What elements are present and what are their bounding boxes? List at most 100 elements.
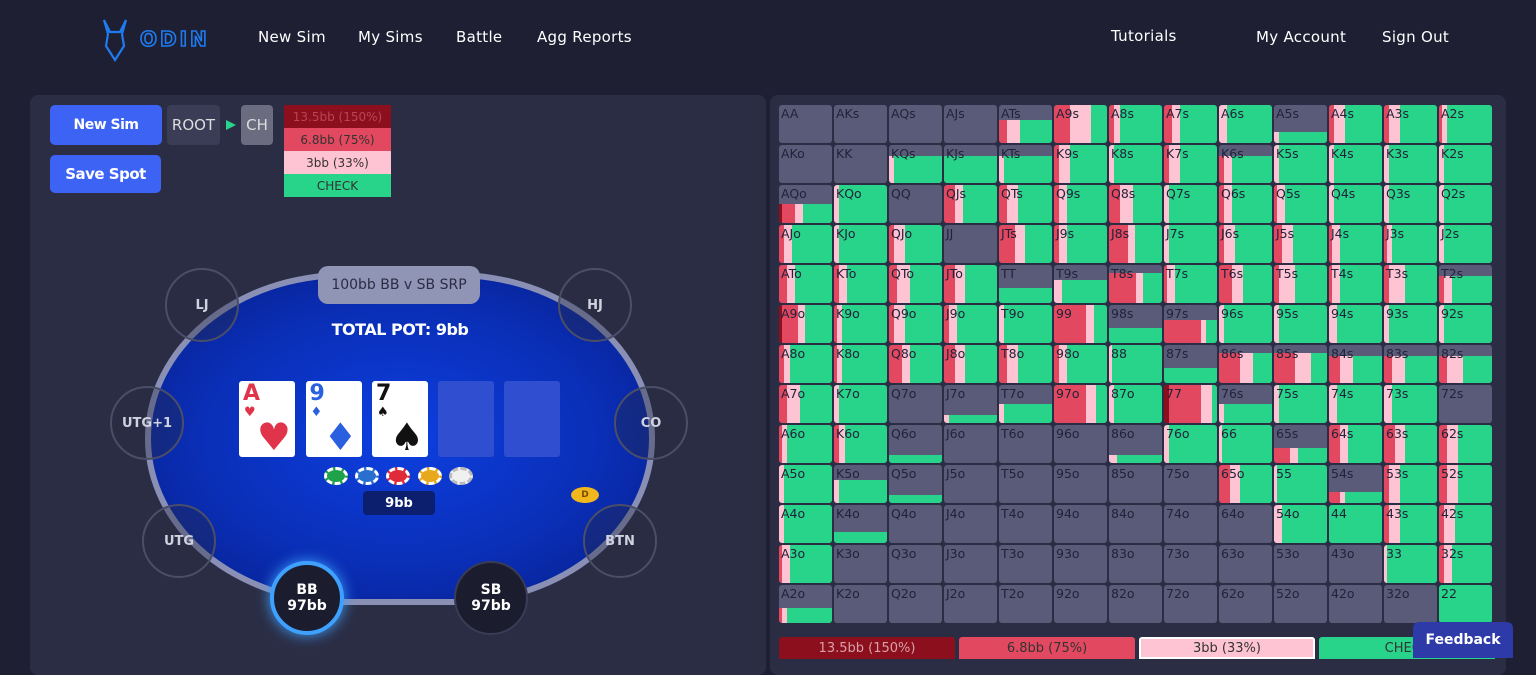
hand-cell[interactable]: 72o	[1164, 585, 1217, 623]
hand-cell[interactable]: 52o	[1274, 585, 1327, 623]
hand-cell[interactable]: 74s	[1329, 385, 1382, 423]
hand-cell[interactable]: A9o	[779, 305, 832, 343]
hand-cell[interactable]: J8o	[944, 345, 997, 383]
hand-cell[interactable]: 99	[1054, 305, 1107, 343]
path-node[interactable]: ROOT	[167, 105, 220, 145]
hand-cell[interactable]: 82s	[1439, 345, 1492, 383]
hand-cell[interactable]: A6o	[779, 425, 832, 463]
hand-cell[interactable]: 63s	[1384, 425, 1437, 463]
hand-cell[interactable]: 44	[1329, 505, 1382, 543]
hand-cell[interactable]: K9s	[1054, 145, 1107, 183]
hand-cell[interactable]: K7o	[834, 385, 887, 423]
hand-cell[interactable]: 52s	[1439, 465, 1492, 503]
hand-cell[interactable]: K2o	[834, 585, 887, 623]
hand-cell[interactable]: 77	[1164, 385, 1217, 423]
hand-cell[interactable]: 73s	[1384, 385, 1437, 423]
hand-cell[interactable]: K8o	[834, 345, 887, 383]
hand-cell[interactable]: 76o	[1164, 425, 1217, 463]
hand-cell[interactable]: KQs	[889, 145, 942, 183]
hand-cell[interactable]: K6o	[834, 425, 887, 463]
nav-link[interactable]: My Account	[1256, 28, 1347, 46]
hand-cell[interactable]: 65s	[1274, 425, 1327, 463]
hand-cell[interactable]: T2s	[1439, 265, 1492, 303]
hand-cell[interactable]: J2s	[1439, 225, 1492, 263]
hand-cell[interactable]: J7o	[944, 385, 997, 423]
hand-cell[interactable]: T3s	[1384, 265, 1437, 303]
hand-cell[interactable]: J2o	[944, 585, 997, 623]
hand-cell[interactable]: J4o	[944, 505, 997, 543]
hand-cell[interactable]: K7s	[1164, 145, 1217, 183]
hand-cell[interactable]: J3o	[944, 545, 997, 583]
hand-cell[interactable]: T4o	[999, 505, 1052, 543]
hand-cell[interactable]: 64s	[1329, 425, 1382, 463]
hand-cell[interactable]: 73o	[1164, 545, 1217, 583]
action-option[interactable]: 3bb (33%)	[284, 151, 391, 174]
hand-cell[interactable]: ATs	[999, 105, 1052, 143]
hand-cell[interactable]: A9s	[1054, 105, 1107, 143]
hand-cell[interactable]: KTs	[999, 145, 1052, 183]
hand-cell[interactable]: T9o	[999, 305, 1052, 343]
hand-cell[interactable]: A4s	[1329, 105, 1382, 143]
hand-cell[interactable]: J6s	[1219, 225, 1272, 263]
hand-cell[interactable]: J6o	[944, 425, 997, 463]
hand-cell[interactable]: A6s	[1219, 105, 1272, 143]
action-option[interactable]: 6.8bb (75%)	[284, 128, 391, 151]
hand-cell[interactable]: Q7s	[1164, 185, 1217, 223]
hand-cell[interactable]: 85o	[1109, 465, 1162, 503]
hand-cell[interactable]: K3o	[834, 545, 887, 583]
hand-cell[interactable]: Q8o	[889, 345, 942, 383]
hand-cell[interactable]: 53o	[1274, 545, 1327, 583]
hand-cell[interactable]: K9o	[834, 305, 887, 343]
hand-cell[interactable]: KJo	[834, 225, 887, 263]
hand-cell[interactable]: T7o	[999, 385, 1052, 423]
hand-cell[interactable]: 95o	[1054, 465, 1107, 503]
hand-cell[interactable]: T8s	[1109, 265, 1162, 303]
hand-cell[interactable]: 98s	[1109, 305, 1162, 343]
hand-cell[interactable]: Q9s	[1054, 185, 1107, 223]
hand-cell[interactable]: 32s	[1439, 545, 1492, 583]
hand-cell[interactable]: AA	[779, 105, 832, 143]
hand-cell[interactable]: J7s	[1164, 225, 1217, 263]
hand-cell[interactable]: 85s	[1274, 345, 1327, 383]
hand-cell[interactable]: QTs	[999, 185, 1052, 223]
hand-cell[interactable]: AJs	[944, 105, 997, 143]
hand-cell[interactable]: KK	[834, 145, 887, 183]
hand-cell[interactable]: TT	[999, 265, 1052, 303]
hand-cell[interactable]: 74o	[1164, 505, 1217, 543]
hand-cell[interactable]: K3s	[1384, 145, 1437, 183]
hand-cell[interactable]: 43o	[1329, 545, 1382, 583]
hand-cell[interactable]: A3s	[1384, 105, 1437, 143]
hand-cell[interactable]: T3o	[999, 545, 1052, 583]
hand-cell[interactable]: A7o	[779, 385, 832, 423]
hand-cell[interactable]: T6o	[999, 425, 1052, 463]
hand-cell[interactable]: Q5s	[1274, 185, 1327, 223]
nav-link[interactable]: Battle	[456, 28, 503, 46]
hand-cell[interactable]: 95s	[1274, 305, 1327, 343]
hand-cell[interactable]: 96s	[1219, 305, 1272, 343]
hand-cell[interactable]: J9s	[1054, 225, 1107, 263]
hand-cell[interactable]: J5o	[944, 465, 997, 503]
hand-cell[interactable]: 83s	[1384, 345, 1437, 383]
hand-cell[interactable]: A5o	[779, 465, 832, 503]
hand-cell[interactable]: 98o	[1054, 345, 1107, 383]
hand-cell[interactable]: 54o	[1274, 505, 1327, 543]
hand-cell[interactable]: KQo	[834, 185, 887, 223]
hand-cell[interactable]: A5s	[1274, 105, 1327, 143]
hand-cell[interactable]: KJs	[944, 145, 997, 183]
hand-cell[interactable]: AKs	[834, 105, 887, 143]
hand-cell[interactable]: 32o	[1384, 585, 1437, 623]
hand-cell[interactable]: 93o	[1054, 545, 1107, 583]
hand-cell[interactable]: K4s	[1329, 145, 1382, 183]
hand-cell[interactable]: AJo	[779, 225, 832, 263]
hand-cell[interactable]: 22	[1439, 585, 1492, 623]
hand-cell[interactable]: 88	[1109, 345, 1162, 383]
hand-cell[interactable]: T5o	[999, 465, 1052, 503]
nav-link[interactable]: Agg Reports	[537, 28, 632, 46]
hand-cell[interactable]: K8s	[1109, 145, 1162, 183]
hand-cell[interactable]: 43s	[1384, 505, 1437, 543]
hand-cell[interactable]: 94s	[1329, 305, 1382, 343]
hand-cell[interactable]: 62o	[1219, 585, 1272, 623]
hand-cell[interactable]: A8s	[1109, 105, 1162, 143]
hand-cell[interactable]: QTo	[889, 265, 942, 303]
hand-cell[interactable]: Q4o	[889, 505, 942, 543]
